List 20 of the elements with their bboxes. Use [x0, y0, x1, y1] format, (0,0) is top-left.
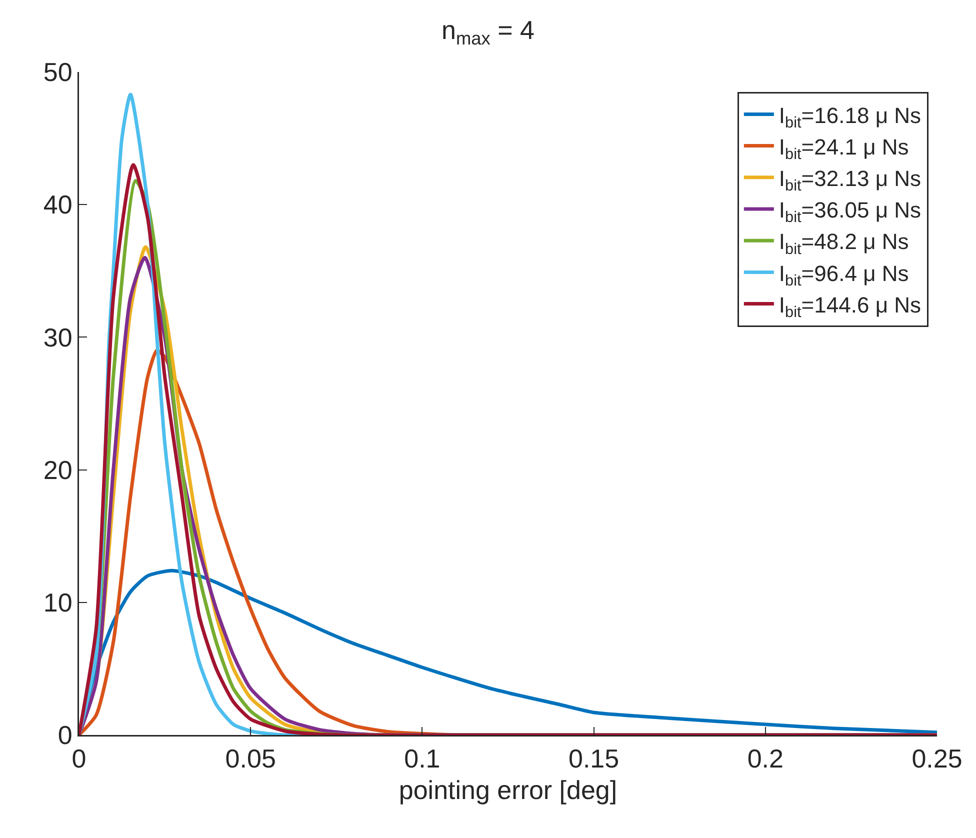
- legend-label: I$_{bit}$=48.2 μ Ns: [778, 229, 909, 258]
- x-tick-label: 0.05: [225, 744, 276, 774]
- legend-label: I$_{bit}$=96.4 μ Ns: [778, 260, 909, 290]
- x-tick-label: 0.2: [747, 744, 784, 774]
- legend-label: I$_{bit}$=16.18 μ Ns: [778, 102, 922, 132]
- legend-label: I$_{bit}$=144.6 μ Ns: [778, 292, 922, 321]
- y-tick-label: 20: [43, 454, 72, 485]
- y-tick-label: 30: [43, 322, 72, 352]
- x-tick-label: 0.1: [404, 744, 440, 774]
- y-tick-label: 50: [43, 57, 72, 88]
- x-tick-label: 0.25: [912, 744, 962, 774]
- y-tick-label: 0: [58, 720, 72, 750]
- y-tick-label: 10: [43, 588, 72, 618]
- legend-label: I$_{bit}$=32.13 μ Ns: [778, 166, 922, 195]
- x-axis-title: pointing error [deg]: [398, 775, 618, 806]
- y-tick-label: 40: [43, 190, 72, 220]
- x-tick-label: 0.15: [568, 744, 620, 774]
- legend-label: I$_{bit}$=24.1 μ Ns: [778, 134, 909, 163]
- chart-title: n$_{max}$ = 4: [442, 15, 534, 49]
- legend-label: I$_{bit}$=36.05 μ Ns: [778, 198, 922, 226]
